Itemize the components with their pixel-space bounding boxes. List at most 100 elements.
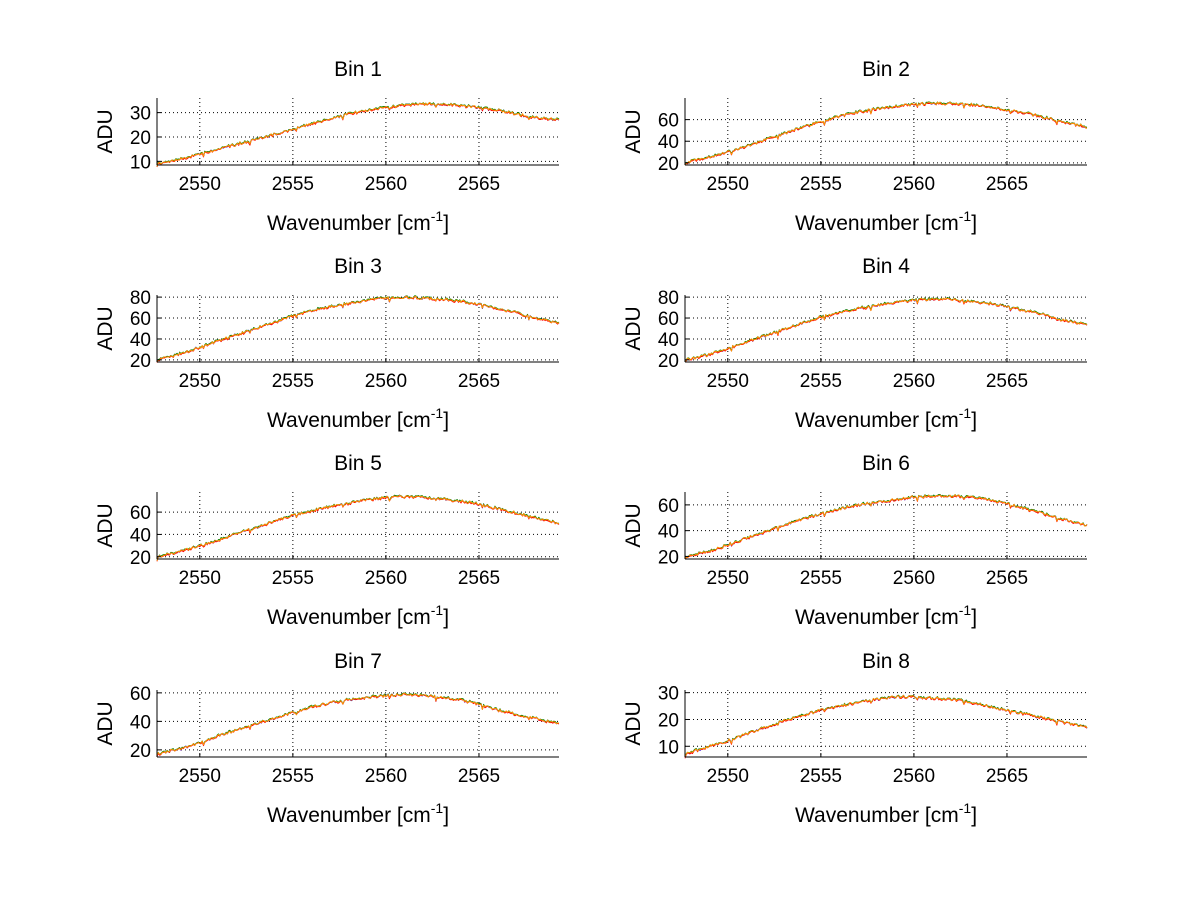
x-axis-label-superscript: -1 <box>431 602 444 618</box>
y-tick-label: 20 <box>130 351 151 372</box>
x-tick-label: 2560 <box>365 371 407 392</box>
x-tick-label: 2550 <box>707 371 749 392</box>
x-tick-label: 2560 <box>893 174 935 195</box>
y-tick-label: 40 <box>130 330 151 351</box>
x-tick-label: 2555 <box>800 568 842 589</box>
subplot-bin-7: 2550 2555 2560 2565 20 40 60 Bin 7 ADU Wavenumber… <box>94 650 560 827</box>
plot-area-bin-7 <box>157 690 559 757</box>
x-axis-label: Wavenumber [cm-1] <box>267 208 449 235</box>
y-tick-label: 40 <box>658 132 679 153</box>
y-axis-label: ADU <box>94 503 117 547</box>
x-axis-label-text: Wavenumber [cm <box>267 409 431 432</box>
x-tick-label: 2555 <box>800 371 842 392</box>
x-tick-label: 2560 <box>893 766 935 787</box>
subplot-bin-8: 2550 2555 2560 2565 10 20 30 Bin 8 ADU Wavenumber… <box>622 650 1088 827</box>
y-tick-label: 20 <box>130 128 151 149</box>
x-axis-label-end: ] <box>443 212 449 235</box>
x-tick-label: 2550 <box>179 174 221 195</box>
x-tick-label: 2565 <box>458 568 500 589</box>
subplot-bin-1: 2550 2555 2560 2565 10 20 30 Bin 1 ADU Wavenumber… <box>94 58 560 235</box>
series-line-ff9900 <box>156 295 560 363</box>
series-line-ff9900 <box>684 101 1088 166</box>
series-line-ff9900 <box>156 494 560 561</box>
y-tick-label: 20 <box>130 741 151 762</box>
x-tick-label: 2560 <box>365 568 407 589</box>
x-axis-label: Wavenumber [cm-1] <box>795 208 977 235</box>
x-axis-label-text: Wavenumber [cm <box>795 606 959 629</box>
x-tick-label: 2560 <box>893 568 935 589</box>
y-tick-label: 20 <box>658 154 679 175</box>
y-tick-label: 40 <box>658 522 679 543</box>
x-axis-label: Wavenumber [cm-1] <box>795 602 977 629</box>
x-tick-label: 2560 <box>893 371 935 392</box>
series-line-ff9900 <box>156 692 560 756</box>
x-axis-label-end: ] <box>971 606 977 629</box>
x-tick-label: 2565 <box>986 371 1028 392</box>
y-axis-label: ADU <box>622 503 645 547</box>
y-tick-label: 40 <box>658 330 679 351</box>
x-axis-label-superscript: -1 <box>959 602 972 618</box>
y-tick-label: 20 <box>658 351 679 372</box>
x-axis-label-superscript: -1 <box>959 800 972 816</box>
x-axis-label: Wavenumber [cm-1] <box>795 800 977 827</box>
plot-area-bin-2 <box>685 98 1087 165</box>
x-axis-label-superscript: -1 <box>959 405 972 421</box>
y-tick-label: 30 <box>658 684 679 705</box>
subplot-title: Bin 5 <box>334 452 382 475</box>
x-tick-label: 2550 <box>707 568 749 589</box>
x-tick-label: 2550 <box>179 568 221 589</box>
x-axis-label-text: Wavenumber [cm <box>795 212 959 235</box>
subplot-title: Bin 2 <box>862 58 910 81</box>
x-tick-label: 2560 <box>365 174 407 195</box>
y-axis-label: ADU <box>94 306 117 350</box>
subplot-title: Bin 1 <box>334 58 382 81</box>
x-tick-label: 2555 <box>272 174 314 195</box>
x-axis-label-text: Wavenumber [cm <box>267 804 431 827</box>
x-axis-label: Wavenumber [cm-1] <box>795 405 977 432</box>
plot-area-bin-4 <box>685 295 1087 362</box>
y-tick-label: 60 <box>130 684 151 705</box>
x-tick-label: 2565 <box>986 568 1028 589</box>
x-axis-label-end: ] <box>971 409 977 432</box>
x-tick-label: 2560 <box>365 766 407 787</box>
series-line-ff9900 <box>684 694 1088 758</box>
subplot-title: Bin 6 <box>862 452 910 475</box>
x-axis-label: Wavenumber [cm-1] <box>267 602 449 629</box>
x-tick-label: 2555 <box>800 174 842 195</box>
x-axis-label-text: Wavenumber [cm <box>795 409 959 432</box>
x-tick-label: 2550 <box>707 174 749 195</box>
x-tick-label: 2555 <box>272 568 314 589</box>
subplot-title: Bin 7 <box>334 650 382 673</box>
x-tick-label: 2565 <box>986 174 1028 195</box>
x-tick-label: 2555 <box>272 371 314 392</box>
series-line-ff9900 <box>156 101 560 167</box>
x-axis-label-end: ] <box>443 804 449 827</box>
subplot-title: Bin 3 <box>334 255 382 278</box>
y-tick-label: 80 <box>130 288 151 309</box>
y-tick-label: 30 <box>130 104 151 125</box>
subplot-title: Bin 4 <box>862 255 910 278</box>
x-tick-label: 2550 <box>707 766 749 787</box>
y-tick-label: 10 <box>658 737 679 758</box>
plot-area-bin-8 <box>685 690 1087 757</box>
x-axis-label: Wavenumber [cm-1] <box>267 800 449 827</box>
y-tick-label: 10 <box>130 152 151 173</box>
x-tick-label: 2555 <box>800 766 842 787</box>
y-tick-label: 20 <box>130 548 151 569</box>
y-tick-label: 20 <box>658 547 679 568</box>
plot-area-bin-1 <box>157 98 559 165</box>
y-axis-label: ADU <box>622 701 645 745</box>
x-axis-label: Wavenumber [cm-1] <box>267 405 449 432</box>
series-line-ff9900 <box>684 494 1088 560</box>
x-axis-label-text: Wavenumber [cm <box>795 804 959 827</box>
y-axis-label: ADU <box>94 701 117 745</box>
y-tick-label: 60 <box>130 309 151 330</box>
series-line-ff9900 <box>684 297 1088 362</box>
x-axis-label-superscript: -1 <box>431 800 444 816</box>
y-axis-label: ADU <box>622 306 645 350</box>
